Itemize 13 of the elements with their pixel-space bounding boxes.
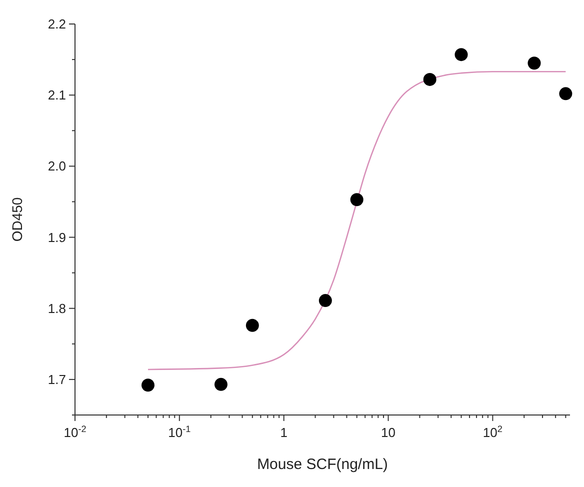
x-tick-label: 10$^{-1}$ [168, 424, 191, 440]
x-tick-label: 10 [381, 425, 396, 440]
x-tick-label: 1 [280, 425, 288, 440]
y-tick-label: 1.7 [48, 372, 66, 387]
y-tick-label: 2.0 [48, 158, 66, 174]
y-axis-title: OD450 [9, 197, 25, 242]
y-tick-label: 1.9 [48, 230, 66, 245]
y-tick-label: 2.2 [48, 16, 66, 32]
x-tick-label: 10$^{-2}$ [64, 424, 86, 440]
y-tick-label: 1.8 [48, 300, 66, 316]
x-tick-label: 10$^{2}$ [482, 424, 502, 440]
y-tick-label: 2.1 [48, 88, 66, 103]
x-axis-title: Mouse SCF(ng/mL) [257, 456, 388, 473]
